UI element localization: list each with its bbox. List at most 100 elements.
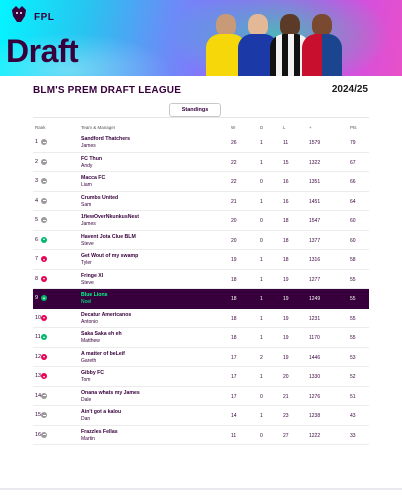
team-name-link[interactable]: FC Thun <box>81 155 103 162</box>
draws-value: 1 <box>260 159 263 166</box>
points-for-value: 1351 <box>309 179 321 185</box>
team-name-link[interactable]: Gibby FC <box>81 370 105 376</box>
wins-value: 21 <box>231 198 237 205</box>
wins-value: 18 <box>231 276 237 283</box>
points-for-value: 1377 <box>309 237 321 244</box>
team-name-link[interactable]: Fringe XI <box>81 272 104 279</box>
draws-value: 1 <box>260 335 263 341</box>
wins-value: 20 <box>231 218 237 224</box>
table-row[interactable]: 14 Onana whats my James Dale 17 0 21 1276 51 <box>33 387 369 406</box>
table-row[interactable]: 6 Havent Jota Clue BLM Steve 20 0 18 1377 60 <box>33 231 369 250</box>
team-name-link[interactable]: Crumbs United <box>81 194 119 201</box>
season-label: 2024/25 <box>331 84 368 95</box>
losses-value: 16 <box>283 179 289 185</box>
draws-value: 1 <box>260 276 263 283</box>
team-name-link[interactable]: 1fiewOverNkunkusNest <box>81 214 139 220</box>
wins-value: 22 <box>231 159 237 166</box>
draws-value: 1 <box>260 198 263 205</box>
rank-unchanged-icon <box>41 412 47 418</box>
rank-value: 12 <box>35 353 42 360</box>
rank-value: 16 <box>35 431 42 438</box>
team-name-link[interactable]: Blue Lions <box>81 292 108 298</box>
losses-value: 19 <box>283 315 289 322</box>
team-name-link[interactable]: Ain't got a kalou <box>81 409 122 415</box>
points-for-value: 1446 <box>309 354 321 361</box>
table-row[interactable]: 8 Fringe XI Steve 18 1 19 1277 55 <box>33 270 369 289</box>
table-row[interactable]: 10 Decatur Americanos Antonio 18 1 19 1231 55 <box>33 309 369 328</box>
column-header-rank: Rank <box>35 125 46 130</box>
rank-value: 5 <box>35 217 39 223</box>
wins-value: 22 <box>231 179 237 185</box>
team-name-link[interactable]: Saka Saka eh eh <box>81 331 122 337</box>
points-value: 66 <box>350 179 356 185</box>
manager-name: Steve <box>81 279 94 286</box>
team-name-link[interactable]: Get Wout of my swamp <box>81 253 139 259</box>
points-for-value: 1316 <box>309 257 321 263</box>
team-name-link[interactable]: Frazzles Fellas <box>81 428 118 435</box>
column-header-team: Team & Manager <box>81 125 116 130</box>
rank-value: 15 <box>35 412 42 418</box>
losses-value: 21 <box>283 393 289 400</box>
standings-table: Rank Team & Manager W D L + Pts 1 Sandfor… <box>33 123 369 445</box>
manager-name: Dale <box>81 396 92 403</box>
draws-value: 1 <box>260 315 263 322</box>
table-row[interactable]: 9 Blue Lions Noel 18 1 19 1249 55 <box>33 289 369 309</box>
losses-value: 27 <box>283 432 289 439</box>
rank-value: 11 <box>35 334 41 340</box>
table-row[interactable]: 4 Crumbs United Sam 21 1 16 1451 64 <box>33 192 369 211</box>
points-for-value: 1547 <box>309 218 321 224</box>
table-row[interactable]: 1 Sandford Thatchers James 26 1 11 1579 79 <box>33 133 369 153</box>
rank-down-icon <box>41 275 47 282</box>
rank-unchanged-icon <box>41 431 47 438</box>
rank-value: 3 <box>35 178 39 184</box>
table-row[interactable]: 12 A matter of beLeif Gareth 17 2 19 1446 53 <box>33 348 369 367</box>
losses-value: 15 <box>283 159 289 166</box>
table-row[interactable]: 7 Get Wout of my swamp Tyler 19 1 18 1316 58 <box>33 250 369 270</box>
points-for-value: 1231 <box>309 315 321 322</box>
rank-unchanged-icon <box>41 197 47 204</box>
points-value: 67 <box>350 159 356 166</box>
table-row[interactable]: 11 Saka Saka eh eh Matthew 18 1 19 1170 55 <box>33 328 369 348</box>
team-name-link[interactable]: Onana whats my James <box>81 389 140 396</box>
draws-value: 1 <box>260 257 263 263</box>
draws-value: 1 <box>260 413 263 419</box>
rank-unchanged-icon <box>41 178 47 184</box>
tab-standings[interactable]: Standings <box>169 103 221 117</box>
losses-value: 19 <box>283 335 289 341</box>
points-for-value: 1277 <box>309 276 321 283</box>
losses-value: 18 <box>283 237 289 244</box>
manager-name: Gareth <box>81 357 97 364</box>
points-for-value: 1222 <box>309 432 321 439</box>
table-row[interactable]: 13 Gibby FC Tom 17 1 20 1330 52 <box>33 367 369 387</box>
points-value: 51 <box>350 393 356 400</box>
team-name-link[interactable]: A matter of beLeif <box>81 350 125 357</box>
manager-name: Antonio <box>81 318 98 325</box>
column-header-points-for: + <box>309 125 312 130</box>
rank-down-icon <box>41 256 47 262</box>
table-row[interactable]: 16 Frazzles Fellas Martin 11 0 27 1222 33 <box>33 426 369 445</box>
table-row[interactable]: 2 FC Thun Andy 22 1 15 1322 67 <box>33 153 369 172</box>
table-row[interactable]: 5 1fiewOverNkunkusNest James 20 0 18 1547 60 <box>33 211 369 231</box>
draws-value: 2 <box>260 354 263 361</box>
rank-value: 13 <box>35 373 42 379</box>
team-name-link[interactable]: Havent Jota Clue BLM <box>81 233 136 240</box>
losses-value: 18 <box>283 218 289 224</box>
losses-value: 19 <box>283 276 289 283</box>
points-for-value: 1170 <box>309 335 320 341</box>
losses-value: 23 <box>283 413 289 419</box>
table-row[interactable]: 3 Macca FC Liam 22 0 16 1351 66 <box>33 172 369 192</box>
table-row[interactable]: 15 Ain't got a kalou Dan 14 1 23 1238 43 <box>33 406 369 426</box>
points-for-value: 1276 <box>309 393 321 400</box>
points-value: 64 <box>350 198 356 205</box>
team-name-link[interactable]: Macca FC <box>81 175 106 181</box>
team-name-link[interactable]: Sandford Thatchers <box>81 136 131 142</box>
wins-value: 26 <box>231 140 237 146</box>
losses-value: 16 <box>283 198 289 205</box>
rank-value: 8 <box>35 275 39 282</box>
team-name-link[interactable]: Decatur Americanos <box>81 311 132 318</box>
rank-value: 7 <box>35 256 39 262</box>
league-title: BLM'S PREM DRAFT LEAGUE <box>33 85 182 96</box>
points-value: 55 <box>350 276 356 283</box>
points-for-value: 1322 <box>309 159 321 166</box>
wins-value: 18 <box>231 296 237 302</box>
